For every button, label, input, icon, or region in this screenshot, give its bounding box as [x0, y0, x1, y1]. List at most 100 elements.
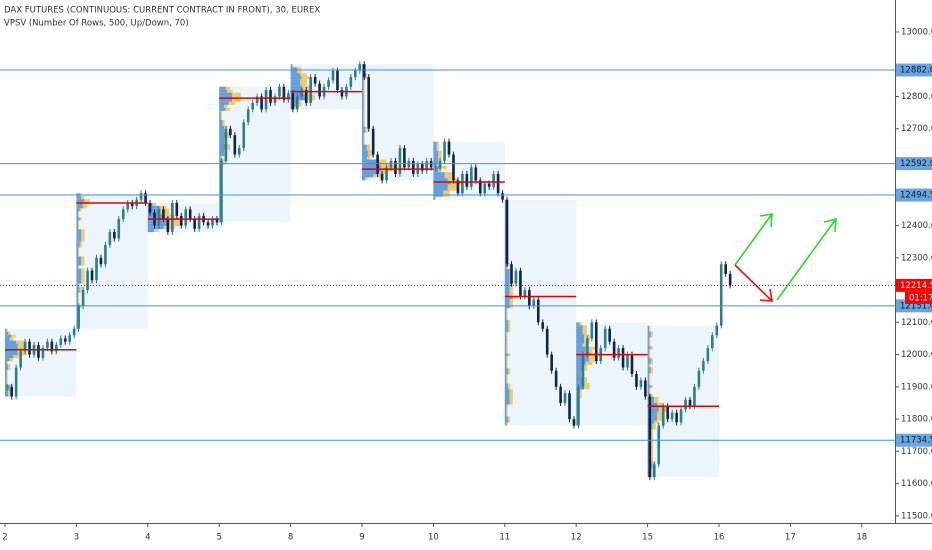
- y-tick-label: 11800.0: [901, 415, 932, 425]
- profile-bar: [78, 220, 80, 224]
- profile-bar: [219, 216, 221, 220]
- profile-bar: [433, 153, 439, 157]
- profile-bar: [441, 166, 447, 170]
- profile-bar: [5, 352, 18, 356]
- profile-bar: [650, 453, 653, 457]
- profile-bar: [219, 137, 224, 141]
- candle: [139, 193, 143, 200]
- candle: [95, 257, 98, 281]
- profile-bar: [506, 335, 508, 339]
- profile-bar: [506, 377, 508, 381]
- profile-bar: [504, 247, 507, 251]
- candle: [242, 122, 246, 149]
- candle: [336, 70, 339, 91]
- profile-bar: [362, 177, 366, 181]
- candle: [644, 380, 647, 397]
- profile-bar: [504, 374, 507, 378]
- profile-bar: [433, 150, 439, 154]
- profile-bar: [11, 334, 16, 338]
- profile-bar: [362, 117, 364, 121]
- profile-bar: [506, 404, 508, 408]
- candle: [162, 209, 165, 220]
- profile-bar: [290, 64, 293, 68]
- profile-bar: [504, 335, 507, 339]
- profile-bar: [504, 274, 510, 279]
- candle: [10, 386, 13, 397]
- profile-bar: [82, 202, 88, 206]
- profile-bar: [433, 147, 437, 151]
- profile-bar: [297, 103, 302, 107]
- profile-bar: [589, 355, 598, 359]
- profile-bar: [576, 422, 578, 426]
- profile-bar: [576, 404, 578, 408]
- x-tick-label: 2: [2, 533, 7, 543]
- profile-bar: [506, 344, 508, 348]
- profile-bar: [650, 331, 653, 335]
- candle: [367, 77, 370, 129]
- profile-bar: [76, 322, 78, 326]
- profile-bar: [76, 289, 80, 293]
- profile-bar: [649, 376, 651, 380]
- candle: [260, 96, 263, 110]
- y-tick-label: 12300.0: [901, 253, 932, 263]
- profile-bar: [504, 371, 508, 375]
- profile-bar: [78, 214, 80, 218]
- profile-bar: [362, 150, 369, 154]
- profile-bar: [219, 168, 221, 172]
- profile-bar: [649, 379, 651, 383]
- profile-bar: [5, 331, 9, 335]
- candle: [403, 148, 406, 168]
- profile-bar: [290, 82, 301, 86]
- candle: [117, 219, 121, 239]
- profile-bar: [589, 358, 598, 362]
- profile-bar: [362, 105, 364, 109]
- profile-bar: [362, 96, 364, 100]
- candle: [630, 354, 634, 374]
- profile-bar: [576, 349, 586, 353]
- candle: [358, 64, 362, 71]
- profile-bar: [362, 165, 382, 169]
- candle: [711, 335, 714, 349]
- profile-bar: [647, 364, 650, 368]
- countdown-bg: [905, 291, 932, 304]
- profile-bar: [6, 372, 8, 376]
- profile-bar: [504, 323, 508, 327]
- candle: [612, 341, 616, 358]
- candle: [72, 328, 76, 336]
- profile-bar: [78, 301, 80, 305]
- candle: [519, 270, 522, 297]
- profile-bar: [152, 202, 156, 206]
- profile-bar: [78, 253, 80, 257]
- candle: [487, 183, 491, 187]
- profile-bar: [225, 86, 230, 90]
- y-tick-label: 12800.0: [901, 92, 932, 102]
- profile-bar: [504, 262, 508, 266]
- profile-bar: [436, 147, 439, 151]
- candle: [541, 322, 545, 329]
- candle: [278, 86, 281, 97]
- profile-bar: [584, 386, 590, 390]
- profile-bar: [362, 123, 364, 127]
- profile-bar: [506, 380, 508, 384]
- candle: [184, 209, 188, 226]
- profile-bar: [363, 114, 365, 118]
- profile-bar: [504, 241, 507, 245]
- profile-bar: [506, 347, 508, 351]
- profile-bar: [225, 131, 230, 135]
- profile-bar: [504, 311, 507, 315]
- profile-bar: [219, 116, 221, 120]
- annotation-arrows: [734, 213, 837, 302]
- profile-bar: [582, 376, 587, 381]
- profile-bar: [154, 229, 159, 232]
- level-label-bg: [896, 188, 932, 202]
- profile-bar: [17, 349, 27, 353]
- profile-bar: [650, 429, 653, 433]
- profile-bar: [584, 383, 590, 387]
- profile-bar: [508, 320, 511, 324]
- profile-bar: [365, 177, 368, 181]
- profile-bar: [147, 220, 167, 224]
- profile-bar: [159, 205, 167, 209]
- profile-bar: [649, 325, 651, 329]
- candle: [113, 231, 116, 239]
